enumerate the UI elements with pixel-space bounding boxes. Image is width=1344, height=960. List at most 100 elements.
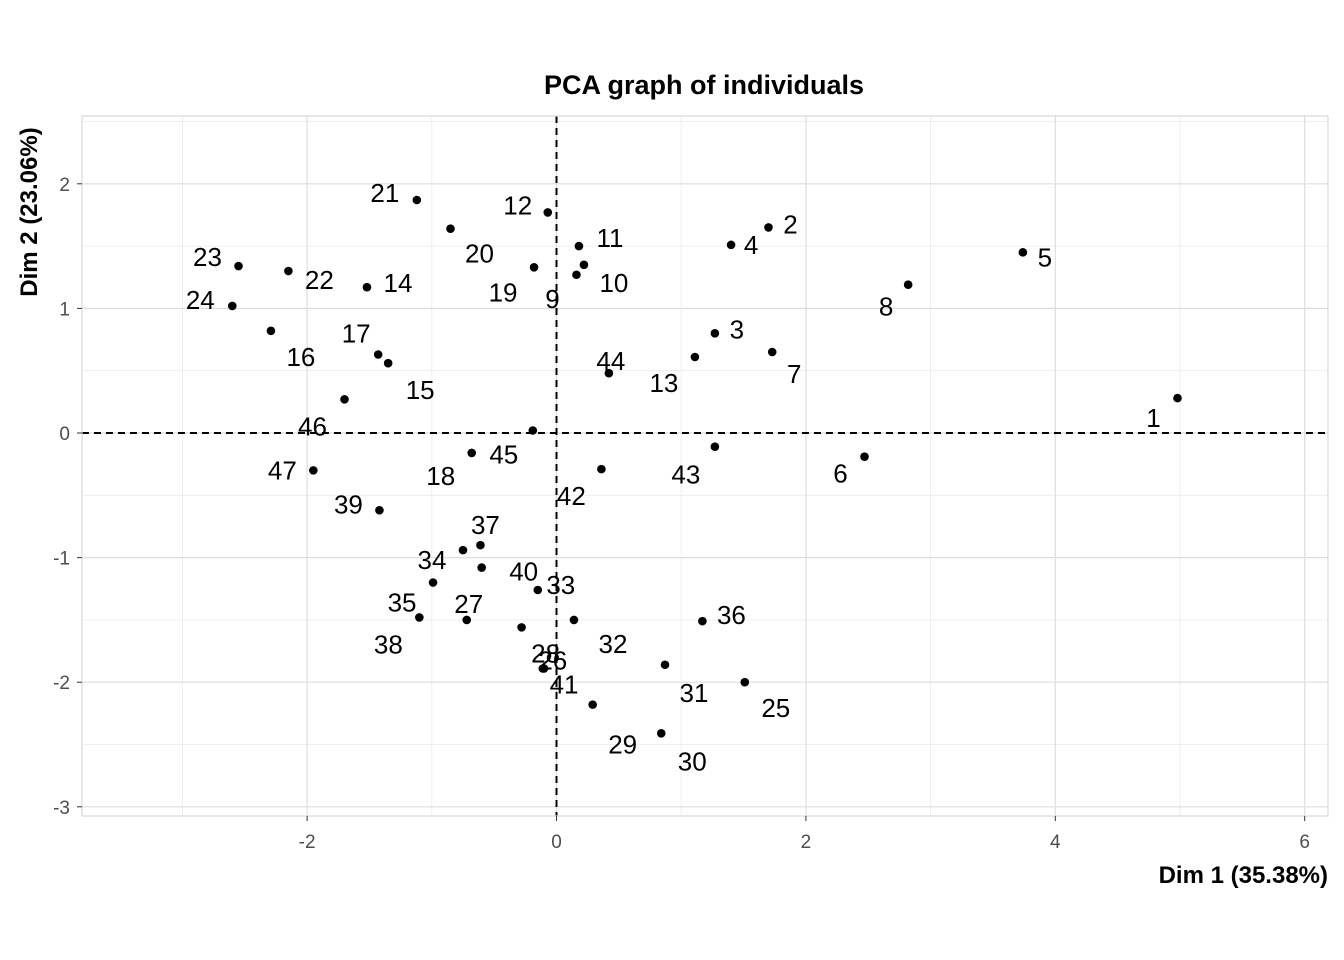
y-tick-label: -2: [53, 673, 70, 694]
x-tick-label: 0: [551, 832, 562, 853]
data-point-5: [1018, 248, 1028, 257]
point-label-40: 40: [509, 557, 538, 587]
plot-border: [81, 115, 1329, 817]
point-label-42: 42: [557, 481, 586, 511]
point-label-31: 31: [680, 678, 709, 708]
point-label-3: 3: [730, 314, 744, 344]
point-label-10: 10: [599, 268, 628, 298]
data-point-25: [740, 677, 750, 687]
x-tick-label: 4: [1050, 832, 1061, 853]
point-label-12: 12: [503, 190, 532, 220]
data-point-20: [446, 224, 455, 233]
data-point-13: [690, 352, 700, 362]
data-point-37: [476, 540, 485, 550]
data-point-10: [579, 260, 589, 270]
data-point-8: [903, 280, 913, 290]
point-label-37: 37: [471, 510, 500, 540]
y-tick-label: 2: [59, 175, 70, 196]
point-label-36: 36: [717, 600, 746, 630]
data-point-21: [412, 195, 422, 205]
data-point-12: [543, 208, 553, 217]
data-point-27: [462, 615, 472, 625]
y-tick-label: 1: [59, 299, 70, 320]
point-label-44: 44: [596, 346, 625, 376]
point-label-28: 28: [531, 638, 560, 668]
data-point-34: [458, 545, 468, 555]
point-label-20: 20: [465, 239, 494, 269]
data-point-2: [764, 223, 773, 232]
point-label-33: 33: [546, 570, 575, 600]
x-tick-label: -2: [299, 832, 316, 853]
point-label-35: 35: [388, 588, 417, 618]
data-point-41: [539, 664, 549, 673]
data-point-6: [860, 452, 869, 461]
data-point-29: [588, 700, 597, 709]
point-label-21: 21: [370, 178, 399, 208]
data-point-18: [467, 448, 477, 458]
point-label-30: 30: [678, 746, 707, 776]
data-point-44: [604, 368, 614, 378]
data-point-11: [574, 241, 584, 251]
point-label-13: 13: [649, 368, 678, 398]
point-label-27: 27: [454, 589, 483, 619]
data-point-17: [373, 350, 383, 359]
point-label-47: 47: [268, 455, 297, 485]
point-label-2: 2: [783, 209, 797, 239]
data-point-14: [362, 282, 372, 292]
point-label-16: 16: [286, 342, 315, 372]
point-label-24: 24: [186, 285, 215, 315]
data-point-23: [234, 261, 243, 271]
y-tick-label: -3: [53, 798, 70, 819]
data-point-30: [656, 728, 666, 738]
point-label-14: 14: [383, 268, 412, 298]
data-point-47: [309, 466, 318, 475]
data-point-35: [428, 578, 438, 587]
data-point-42: [597, 464, 606, 474]
data-point-46: [340, 395, 349, 404]
data-point-3: [710, 329, 720, 338]
point-label-18: 18: [426, 461, 455, 491]
point-label-46: 46: [298, 411, 327, 441]
data-points: [227, 195, 1182, 738]
point-label-38: 38: [374, 629, 403, 659]
point-label-17: 17: [342, 319, 371, 349]
data-point-39: [375, 505, 384, 515]
chart-title: PCA graph of individuals: [544, 70, 864, 100]
point-label-19: 19: [489, 277, 518, 307]
point-label-26: 26: [538, 645, 567, 675]
plot-panel: [82, 116, 1328, 816]
data-point-19: [529, 262, 539, 272]
point-label-15: 15: [406, 375, 435, 405]
point-label-4: 4: [744, 230, 758, 260]
data-point-28: [517, 623, 526, 632]
point-label-11: 11: [596, 223, 623, 253]
data-point-36: [698, 616, 707, 626]
point-label-32: 32: [598, 629, 627, 659]
y-axis-title: Dim 2 (23.06%): [16, 127, 43, 296]
data-point-32: [569, 615, 579, 625]
data-point-7: [767, 347, 777, 357]
point-label-1: 1: [1146, 403, 1160, 433]
data-point-45: [528, 426, 538, 435]
point-label-23: 23: [193, 242, 222, 272]
point-label-8: 8: [879, 292, 893, 322]
data-point-38: [415, 613, 424, 622]
data-point-16: [266, 326, 276, 336]
x-axis-title: Dim 1 (35.38%): [1159, 862, 1328, 889]
data-point-4: [726, 240, 736, 250]
point-label-7: 7: [787, 359, 801, 389]
data-point-1: [1173, 393, 1182, 403]
y-tick-label: 0: [59, 424, 70, 445]
data-point-33: [533, 585, 543, 595]
point-label-43: 43: [671, 460, 700, 490]
y-axis-ticks: -3 -2 -1 0 1 2: [53, 175, 82, 819]
data-point-24: [227, 301, 237, 311]
point-label-41: 41: [550, 669, 579, 699]
data-point-9: [572, 270, 581, 280]
point-label-39: 39: [334, 489, 363, 519]
point-label-25: 25: [761, 693, 790, 723]
data-point-40: [477, 563, 486, 572]
point-label-5: 5: [1038, 242, 1052, 272]
y-tick-label: -1: [53, 549, 70, 570]
